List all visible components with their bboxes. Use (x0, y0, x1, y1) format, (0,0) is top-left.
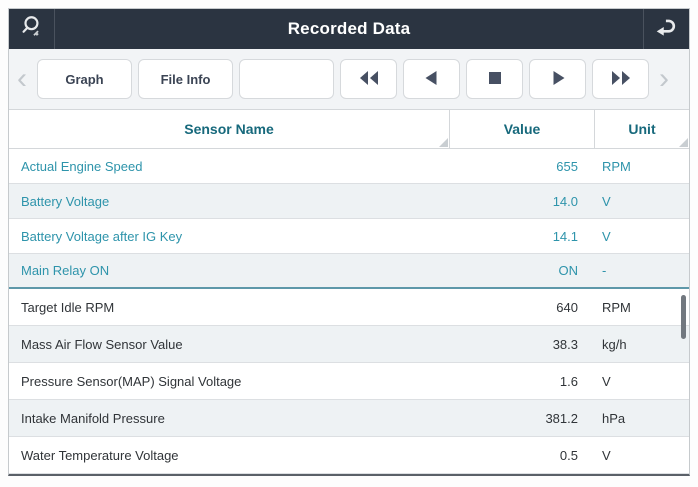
sensor-name-cell: Mass Air Flow Sensor Value (21, 336, 183, 352)
table-row[interactable]: Mass Air Flow Sensor Value 38.3 kg/h (9, 326, 689, 363)
unit-cell: - (602, 263, 607, 278)
table-row[interactable]: Battery Voltage after IG Key 14.1 V (9, 219, 689, 254)
column-header-unit[interactable]: Unit (594, 110, 689, 148)
table-row[interactable]: Pressure Sensor(MAP) Signal Voltage 1.6 … (9, 363, 689, 400)
unit-cell: kg/h (602, 336, 627, 352)
sensor-name-cell: Battery Voltage (21, 193, 110, 209)
unit-cell: hPa (602, 410, 626, 426)
scrollbar-thumb[interactable] (681, 295, 686, 339)
sensor-name-cell: Target Idle RPM (21, 299, 115, 315)
rewind-icon (357, 66, 381, 93)
column-header-value[interactable]: Value (449, 110, 594, 148)
table-row[interactable]: Intake Manifold Pressure 381.2 hPa (9, 400, 689, 437)
file-info-button[interactable]: File Info (138, 59, 233, 99)
step-back-button[interactable] (403, 59, 460, 99)
column-label: Unit (628, 121, 656, 137)
page-title: Recorded Data (287, 19, 411, 38)
sensor-name-cell: Pressure Sensor(MAP) Signal Voltage (21, 373, 242, 389)
scroll-left-chevron[interactable]: ‹ (17, 62, 27, 95)
sensor-name-cell: Intake Manifold Pressure (21, 410, 165, 426)
unit-cell: V (602, 228, 611, 244)
unit-cell: V (602, 373, 611, 389)
stop-icon (483, 66, 507, 93)
unit-cell: V (602, 193, 611, 209)
column-resize-grip[interactable] (679, 138, 688, 147)
titlebar: Recorded Data (9, 9, 689, 49)
stop-button[interactable] (466, 59, 523, 99)
unit-cell: RPM (602, 158, 631, 174)
column-header-sensor-name[interactable]: Sensor Name (9, 110, 449, 148)
value-cell: 14.1 (552, 228, 578, 244)
column-label: Value (503, 121, 541, 137)
table-row[interactable]: Main Relay ON ON - (9, 254, 689, 289)
sensor-name-cell: Actual Engine Speed (21, 158, 143, 174)
fast-forward-icon (609, 66, 633, 93)
sensor-name-cell: Battery Voltage after IG Key (21, 228, 183, 244)
value-cell: 14.0 (552, 193, 578, 209)
search-button[interactable] (9, 9, 55, 49)
sensor-name-cell: Main Relay ON (21, 263, 110, 278)
fast-forward-button[interactable] (592, 59, 649, 99)
table-header: Sensor Name Value Unit (9, 109, 689, 149)
step-back-icon (420, 66, 444, 93)
value-cell: 381.2 (545, 410, 578, 426)
value-cell: 38.3 (552, 336, 578, 352)
value-cell: 0.5 (559, 447, 578, 463)
graph-button[interactable]: Graph (37, 59, 132, 99)
column-resize-grip[interactable] (439, 138, 448, 147)
table-row[interactable]: Actual Engine Speed 655 RPM (9, 149, 689, 184)
table-row[interactable]: Battery Voltage 14.0 V (9, 184, 689, 219)
value-cell: 655 (556, 158, 578, 174)
empty-button[interactable] (239, 59, 334, 99)
table-row[interactable]: Water Temperature Voltage 0.5 V (9, 437, 689, 474)
unit-cell: RPM (602, 299, 631, 315)
play-icon (546, 66, 570, 93)
value-cell: ON (558, 263, 579, 278)
play-button[interactable] (529, 59, 586, 99)
toolbar: ‹ Graph File Info (9, 49, 689, 109)
app-window: Recorded Data ‹ Graph File Info (8, 8, 690, 476)
unit-cell: V (602, 447, 611, 463)
table-row[interactable]: Target Idle RPM 640 RPM (9, 289, 689, 326)
table-body: Actual Engine Speed 655 RPM Battery Volt… (9, 149, 689, 474)
sensor-name-cell: Water Temperature Voltage (21, 447, 179, 463)
value-cell: 640 (556, 299, 578, 315)
column-label: Sensor Name (184, 121, 274, 137)
return-arrow-icon (654, 14, 680, 45)
rewind-button[interactable] (340, 59, 397, 99)
scroll-right-chevron[interactable]: › (659, 62, 669, 95)
return-button[interactable] (643, 9, 689, 49)
value-cell: 1.6 (559, 373, 578, 389)
search-icon (19, 14, 45, 45)
